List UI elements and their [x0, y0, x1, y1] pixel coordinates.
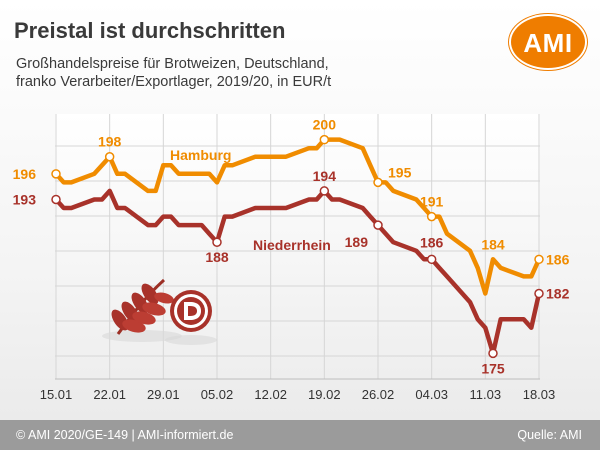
- x-tick-label: 29.01: [147, 387, 180, 402]
- ami-logo-text: AMI: [523, 28, 573, 58]
- data-point-marker: [426, 254, 437, 265]
- x-tick-label: 12.02: [254, 387, 287, 402]
- data-point-marker: [488, 348, 498, 359]
- wheat-icon: [102, 278, 182, 342]
- data-label: 182: [546, 286, 570, 302]
- x-tick-label: 19.02: [308, 387, 341, 402]
- data-point-marker: [426, 211, 437, 222]
- data-point-marker: [373, 220, 383, 230]
- line-chart: 15.01 22.01 29.01 05.02 12.02 19.02 26.02 04.03…: [13, 114, 570, 402]
- series-label-hamburg: Hamburg: [170, 147, 231, 163]
- data-label: 184: [481, 236, 505, 252]
- x-tick-label: 11.03: [470, 387, 502, 402]
- data-point-marker: [51, 169, 61, 179]
- data-point-marker: [534, 254, 544, 265]
- subtitle-line-1: Großhandelspreise für Brotweizen, Deutsc…: [16, 56, 329, 72]
- data-point-marker: [534, 288, 544, 299]
- data-label: 189: [345, 234, 369, 250]
- x-tick-label: 04.03: [415, 387, 448, 402]
- series-line: [53, 188, 542, 356]
- data-label: 194: [313, 168, 337, 184]
- footer-copyright: © AMI 2020/GE-149 | AMI-informiert.de: [16, 428, 234, 442]
- data-point-marker: [319, 186, 330, 196]
- x-tick-label: 15.01: [40, 387, 73, 402]
- data-label: 198: [98, 134, 122, 150]
- footer-bar: © AMI 2020/GE-149 | AMI-informiert.de Qu…: [0, 420, 600, 450]
- data-label: 175: [481, 360, 505, 376]
- data-label: 186: [546, 251, 570, 267]
- footer-source: Quelle: AMI: [517, 428, 582, 442]
- data-label: 186: [420, 234, 444, 250]
- series-layer: 196 198 200 195 191 184 186 Hamburg 193 194 188 189…: [13, 117, 570, 377]
- subtitle-line-2: franko Verarbeiter/Exportlager, 2019/20,…: [16, 74, 332, 90]
- data-point-marker: [319, 134, 330, 145]
- page-title: Preistal ist durchschritten: [14, 18, 286, 43]
- x-tick-label: 22.01: [93, 387, 126, 402]
- data-label: 195: [388, 164, 412, 180]
- data-point-marker: [373, 177, 383, 188]
- series-hamburg: 196 198 200 195 191 184 186 Hamburg: [13, 117, 570, 296]
- data-point-marker: [104, 151, 115, 162]
- x-tick-labels: 15.01 22.01 29.01 05.02 12.02 19.02 26.02 04.03…: [40, 387, 556, 402]
- data-point-marker: [212, 237, 222, 247]
- data-label: 200: [313, 117, 337, 133]
- data-label: 188: [205, 249, 229, 265]
- ami-logo: AMI: [511, 16, 585, 68]
- x-tick-label: 26.02: [362, 387, 395, 402]
- data-label: 191: [420, 194, 444, 210]
- data-label: 193: [13, 191, 37, 207]
- data-point-marker: [51, 194, 61, 205]
- series-label-niederrhein: Niederrhein: [253, 237, 331, 253]
- series-niederrhein: 193 194 188 189 186 175 182 Niederrhein: [13, 168, 570, 376]
- germany-badge-icon: [165, 290, 217, 345]
- x-tick-label: 18.03: [523, 387, 556, 402]
- data-label: 196: [13, 166, 37, 182]
- x-tick-label: 05.02: [201, 387, 234, 402]
- series-line: [53, 137, 542, 296]
